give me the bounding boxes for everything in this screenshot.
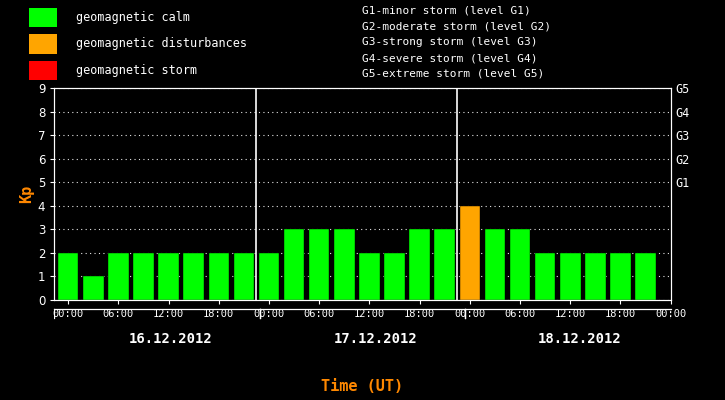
Text: G1-minor storm (level G1): G1-minor storm (level G1) <box>362 6 531 16</box>
Text: G4-severe storm (level G4): G4-severe storm (level G4) <box>362 53 538 63</box>
Bar <box>233 253 254 300</box>
Text: geomagnetic storm: geomagnetic storm <box>76 64 197 77</box>
Bar <box>510 229 530 300</box>
Bar <box>83 276 104 300</box>
Text: geomagnetic disturbances: geomagnetic disturbances <box>76 38 247 50</box>
Text: 16.12.2012: 16.12.2012 <box>129 332 212 346</box>
Bar <box>384 253 405 300</box>
Bar <box>108 253 128 300</box>
FancyBboxPatch shape <box>29 61 57 80</box>
Bar <box>585 253 605 300</box>
Y-axis label: Kp: Kp <box>19 185 33 203</box>
Text: 17.12.2012: 17.12.2012 <box>334 332 417 346</box>
Bar <box>484 229 505 300</box>
Text: 18.12.2012: 18.12.2012 <box>538 332 622 346</box>
Bar <box>58 253 78 300</box>
Bar <box>158 253 179 300</box>
Bar <box>359 253 380 300</box>
Text: geomagnetic calm: geomagnetic calm <box>76 11 190 24</box>
FancyBboxPatch shape <box>29 8 57 27</box>
Bar <box>460 206 480 300</box>
Bar <box>560 253 581 300</box>
FancyBboxPatch shape <box>29 34 57 54</box>
Bar <box>183 253 204 300</box>
Bar <box>283 229 304 300</box>
Bar <box>635 253 656 300</box>
Bar <box>434 229 455 300</box>
Bar <box>133 253 154 300</box>
Bar <box>535 253 555 300</box>
Bar <box>410 229 430 300</box>
Text: G5-extreme storm (level G5): G5-extreme storm (level G5) <box>362 69 544 79</box>
Text: G3-strong storm (level G3): G3-strong storm (level G3) <box>362 37 538 47</box>
Bar <box>309 229 329 300</box>
Bar <box>209 253 229 300</box>
Text: Time (UT): Time (UT) <box>321 379 404 394</box>
Text: G2-moderate storm (level G2): G2-moderate storm (level G2) <box>362 21 552 31</box>
Bar <box>259 253 279 300</box>
Bar <box>610 253 631 300</box>
Bar <box>334 229 355 300</box>
